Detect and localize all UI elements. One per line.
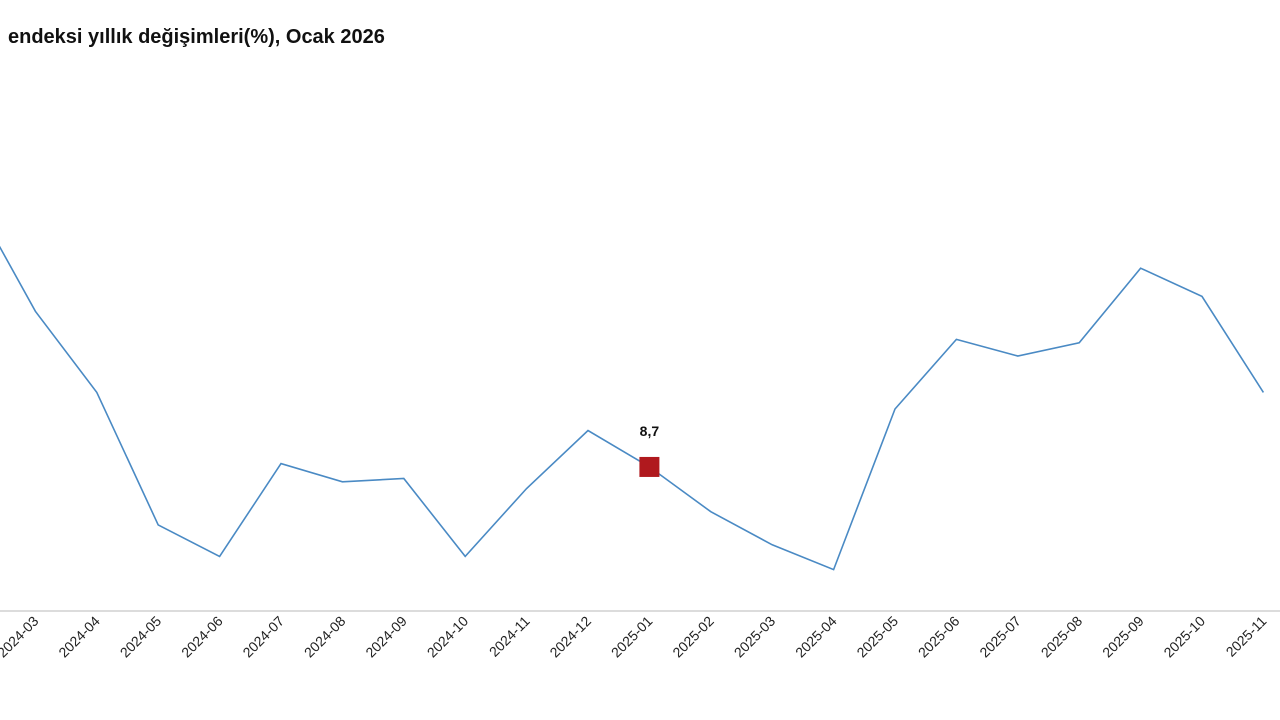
- x-tick-label: 2025-11: [1223, 613, 1270, 660]
- x-tick-label: 2025-10: [1160, 613, 1208, 661]
- x-tick-label: 2025-01: [608, 613, 656, 661]
- x-tick-label: 2024-06: [178, 613, 226, 661]
- value-label: 8,7: [640, 423, 660, 439]
- x-tick-label: 2025-02: [669, 613, 717, 661]
- x-tick-label: 2024-12: [546, 613, 594, 661]
- highlight-marker: [639, 456, 660, 477]
- x-tick-label: 2025-06: [915, 613, 963, 661]
- x-tick-label: 2024-08: [301, 613, 349, 661]
- chart-title: endeksi yıllık değişimleri(%), Ocak 2026: [8, 26, 385, 48]
- data-line: [0, 245, 1265, 571]
- x-tick-label: 2025-05: [853, 613, 901, 661]
- x-tick-label: 2024-05: [117, 613, 165, 661]
- x-tick-label: 2024-03: [0, 613, 42, 661]
- x-tick-label: 2024-11: [486, 613, 533, 660]
- x-tick-label: 2024-10: [424, 613, 472, 661]
- x-tick-label: 2025-04: [792, 613, 840, 661]
- x-tick-label: 2024-09: [362, 613, 410, 661]
- x-tick-label: 2025-09: [1099, 613, 1147, 661]
- x-tick-label: 2024-04: [55, 613, 103, 661]
- x-tick-label: 2024-07: [239, 613, 287, 661]
- x-tick-label: 2025-07: [976, 613, 1024, 661]
- x-tick-label: 2025-08: [1038, 613, 1086, 661]
- x-tick-label: 2025-03: [731, 613, 779, 661]
